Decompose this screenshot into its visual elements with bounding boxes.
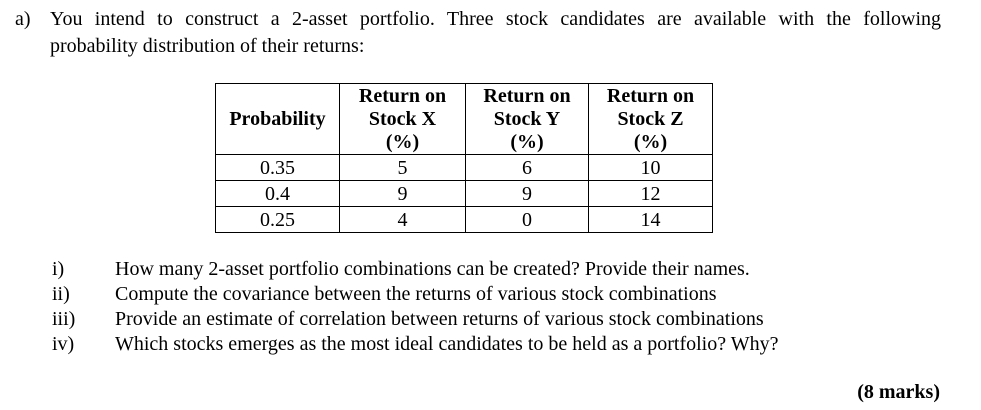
table-cell-return-y: 6 bbox=[465, 154, 589, 181]
column-header-stock-z: Return on Stock Z (%) bbox=[588, 83, 713, 155]
question-text-line2: probability distribution of their return… bbox=[50, 35, 365, 57]
table-header-row: Probability Return on Stock X (%) Return… bbox=[215, 83, 713, 155]
subquestion-text: Provide an estimate of correlation betwe… bbox=[115, 308, 764, 330]
table-cell-return-x: 5 bbox=[339, 154, 466, 181]
table-cell-return-z: 14 bbox=[588, 206, 713, 233]
column-header-stock-y: Return on Stock Y (%) bbox=[465, 83, 589, 155]
subquestion-label: ii) bbox=[52, 283, 70, 305]
marks-label: (8 marks) bbox=[857, 381, 940, 403]
subquestions-list: i) How many 2-asset portfolio combinatio… bbox=[52, 257, 932, 357]
question-text-line1: You intend to construct a 2-asset portfo… bbox=[50, 8, 941, 30]
subquestion-label: i) bbox=[52, 258, 65, 280]
table-row: 0.25 4 0 14 bbox=[215, 206, 713, 233]
question-a: a) You intend to construct a 2-asset por… bbox=[15, 6, 941, 60]
table-cell-probability: 0.4 bbox=[215, 180, 340, 207]
subquestion-text: How many 2-asset portfolio combinations … bbox=[115, 258, 750, 280]
table-cell-return-x: 9 bbox=[339, 180, 466, 207]
returns-table: Probability Return on Stock X (%) Return… bbox=[215, 83, 713, 233]
subquestion-label: iii) bbox=[52, 308, 76, 330]
table-row: 0.35 5 6 10 bbox=[215, 154, 713, 181]
table-cell-return-z: 12 bbox=[588, 180, 713, 207]
column-header-probability: Probability bbox=[215, 83, 340, 155]
subquestion-i: i) How many 2-asset portfolio combinatio… bbox=[52, 257, 932, 282]
table-cell-return-z: 10 bbox=[588, 154, 713, 181]
table-cell-return-y: 0 bbox=[465, 206, 589, 233]
subquestion-ii: ii) Compute the covariance between the r… bbox=[52, 282, 932, 307]
table-cell-probability: 0.25 bbox=[215, 206, 340, 233]
column-header-stock-x: Return on Stock X (%) bbox=[339, 83, 466, 155]
subquestion-text: Which stocks emerges as the most ideal c… bbox=[115, 333, 779, 355]
table-row: 0.4 9 9 12 bbox=[215, 180, 713, 207]
subquestion-text: Compute the covariance between the retur… bbox=[115, 283, 717, 305]
subquestion-iii: iii) Provide an estimate of correlation … bbox=[52, 307, 932, 332]
table-cell-probability: 0.35 bbox=[215, 154, 340, 181]
subquestion-iv: iv) Which stocks emerges as the most ide… bbox=[52, 332, 932, 357]
question-label: a) bbox=[15, 8, 31, 30]
question-text: You intend to construct a 2-asset portfo… bbox=[50, 6, 941, 60]
subquestion-label: iv) bbox=[52, 333, 75, 355]
table-cell-return-x: 4 bbox=[339, 206, 466, 233]
table-cell-return-y: 9 bbox=[465, 180, 589, 207]
